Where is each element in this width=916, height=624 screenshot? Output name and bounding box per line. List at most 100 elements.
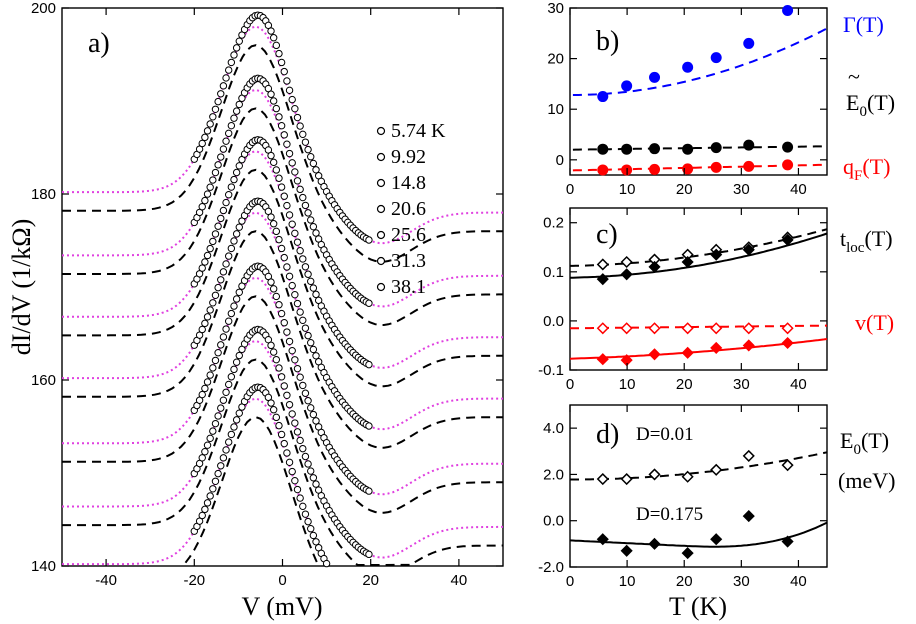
data-point — [206, 434, 214, 443]
data-point — [203, 190, 212, 198]
data-point — [285, 86, 294, 95]
data-point — [227, 121, 236, 130]
data-point — [203, 441, 212, 449]
data-point — [209, 427, 217, 435]
diamond-filled-point — [648, 348, 661, 361]
diamond-open-point — [742, 322, 755, 335]
data-point — [299, 130, 307, 139]
data-point — [209, 364, 217, 372]
data-point — [682, 163, 694, 175]
y-tick-label: 0.2 — [543, 215, 564, 232]
diamond-open-point — [620, 322, 633, 335]
panel-d: 0 10 20 30 40 -2.0 0.0 2.0 4.0 d) D=0.01 D=0.175… — [538, 404, 895, 621]
x-tick-label: 20 — [676, 181, 693, 198]
x-tick-label: 0 — [566, 376, 574, 393]
data-point — [283, 140, 291, 148]
data-point — [285, 337, 294, 346]
y-tick-label: 10 — [547, 101, 564, 118]
data-point — [293, 177, 302, 185]
data-point — [649, 143, 661, 155]
data-point — [710, 52, 722, 64]
data-point — [217, 404, 225, 412]
data-point — [275, 174, 283, 182]
x-tick-label: 0 — [566, 573, 574, 590]
data-point — [365, 550, 373, 559]
panel-a-label: a) — [88, 28, 110, 59]
data-point — [283, 449, 291, 457]
panel-d-frame — [569, 404, 828, 568]
y-tick-label: 200 — [31, 0, 56, 17]
data-point — [304, 517, 312, 526]
data-point — [227, 309, 236, 318]
data-point — [307, 339, 315, 347]
data-point — [307, 277, 315, 286]
x-tick-label: 40 — [790, 181, 807, 198]
e0-label: E0(T) — [840, 428, 889, 458]
y-tick-label: 0.0 — [543, 313, 564, 330]
data-point — [219, 454, 228, 462]
diamond-filled-point — [620, 544, 633, 557]
diamond-filled-point — [710, 248, 723, 261]
y-tick-label: 30 — [547, 0, 564, 17]
data-point — [219, 268, 228, 276]
data-point — [280, 253, 288, 262]
data-point — [782, 5, 794, 17]
data-point — [227, 183, 236, 191]
data-point — [285, 458, 294, 467]
legend-label: 9.92 — [391, 146, 426, 168]
data-point — [235, 162, 243, 170]
y-tick-label: 2.0 — [543, 466, 564, 483]
data-point — [222, 388, 230, 396]
panel-b: 0 10 20 30 40 0 10 20 30 b) Γ(T) ~ E0(T) qF(T) — [547, 0, 895, 198]
data-point — [232, 168, 241, 177]
data-point — [224, 129, 233, 138]
data-point — [365, 299, 373, 307]
fit-dashed-6 — [184, 416, 319, 565]
data-point — [312, 352, 320, 360]
data-point — [277, 373, 286, 381]
diamond-open-point — [648, 468, 661, 481]
data-point — [211, 105, 220, 114]
legend-marker — [376, 152, 386, 162]
data-point — [201, 448, 209, 456]
data-point — [280, 192, 288, 200]
data-point — [209, 113, 217, 121]
data-point — [293, 485, 302, 494]
x-tick-label: 30 — [733, 181, 750, 198]
data-point — [272, 292, 281, 301]
data-point — [312, 417, 320, 425]
data-point — [230, 175, 238, 184]
diamond-filled-point — [596, 273, 609, 286]
diamond-open-point — [648, 322, 661, 335]
data-point — [275, 421, 283, 430]
data-point — [309, 284, 318, 292]
data-point — [312, 229, 320, 237]
diamond-open-point — [596, 258, 609, 271]
data-point — [307, 467, 315, 475]
data-point — [365, 360, 373, 369]
e0-unit: (meV) — [838, 468, 895, 493]
data-point — [291, 104, 299, 113]
fit-dashed-4 — [62, 295, 503, 514]
diamond-filled-point — [742, 339, 755, 352]
data-point — [209, 176, 217, 184]
data-point — [227, 373, 236, 381]
panel-c-frame — [569, 207, 828, 371]
d2-annotation: D=0.175 — [636, 504, 703, 525]
diamond-filled-point — [710, 341, 723, 354]
legend-label: 31.3 — [391, 250, 426, 272]
data-point — [201, 196, 209, 205]
data-point — [285, 272, 294, 281]
diamond-open-point — [710, 463, 723, 476]
data-point — [267, 399, 275, 407]
data-point — [277, 183, 286, 191]
data-point — [224, 438, 233, 446]
data-point — [232, 416, 241, 424]
fit-line — [572, 27, 828, 96]
panel-c-label: c) — [596, 219, 618, 250]
data-point — [214, 412, 222, 420]
diamond-filled-point — [648, 260, 661, 273]
data-point — [312, 290, 320, 299]
data-point — [198, 203, 206, 211]
